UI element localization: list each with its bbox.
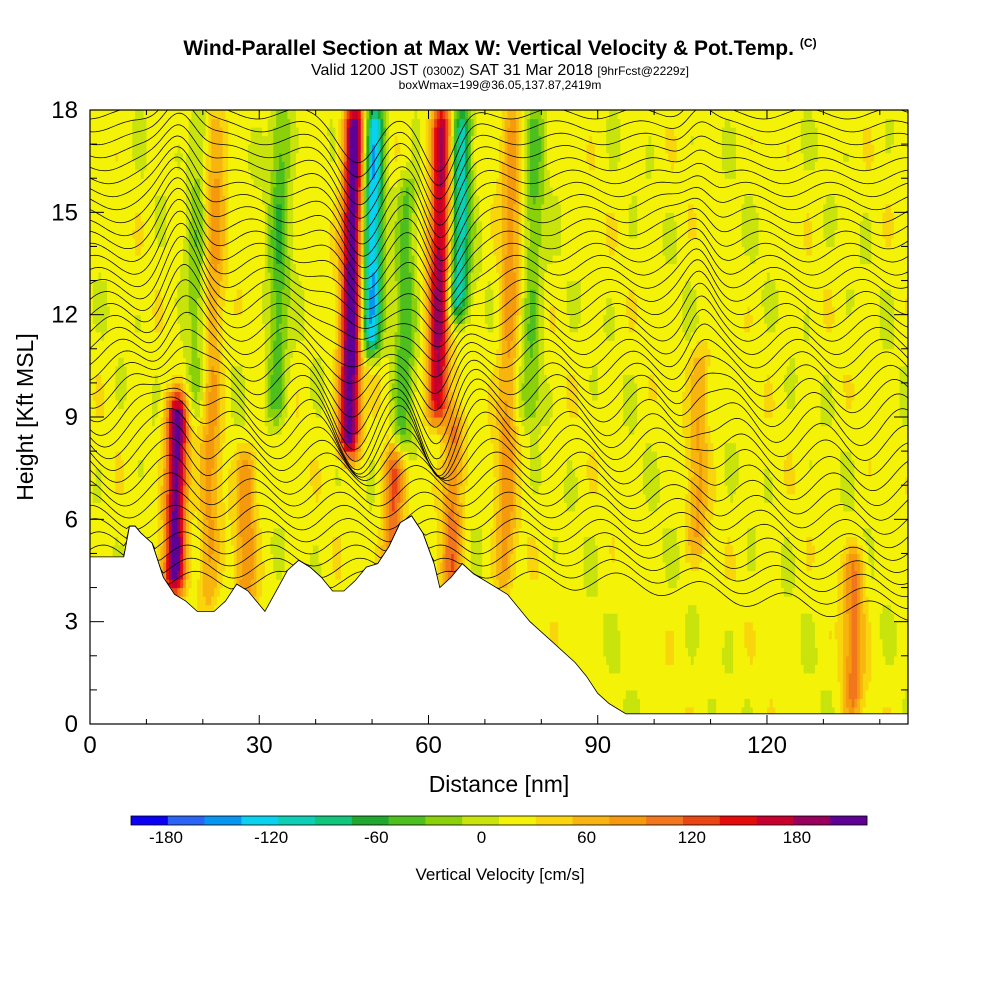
colorbar-tick-label: 180 (783, 828, 811, 847)
y-tick-label: 3 (65, 609, 78, 636)
x-tick-label: 60 (415, 732, 442, 759)
colorbar-swatch (462, 816, 499, 825)
colorbar-swatch (757, 816, 794, 825)
colorbar-swatch (573, 816, 610, 825)
colorbar-tick-label: -120 (254, 828, 288, 847)
colorbar-swatch (278, 816, 315, 825)
y-axis-label: Height [Kft MSL] (12, 333, 38, 500)
y-tick-label: 18 (51, 97, 78, 124)
colorbar-label: Vertical Velocity [cm/s] (415, 865, 584, 884)
y-tick-label: 9 (65, 404, 78, 431)
colorbar-swatch (499, 816, 536, 825)
colorbar-swatch (205, 816, 242, 825)
colorbar-swatch (646, 816, 683, 825)
y-tick-label: 15 (51, 199, 78, 226)
colorbar-tick-label: 60 (577, 828, 596, 847)
x-tick-label: 30 (246, 732, 273, 759)
colorbar-tick-label: -180 (149, 828, 183, 847)
x-tick-label: 90 (584, 732, 611, 759)
colorbar-swatch (425, 816, 462, 825)
colorbar-tick-label: 0 (477, 828, 486, 847)
colorbar-swatch (241, 816, 278, 825)
colorbar-swatch (168, 816, 205, 825)
colorbar-swatch (830, 816, 867, 825)
colorbar-swatch (315, 816, 352, 825)
colorbar-swatch (536, 816, 573, 825)
x-tick-label: 120 (747, 732, 787, 759)
colorbar-swatch (131, 816, 168, 825)
colorbar-swatch (609, 816, 646, 825)
x-tick-label: 0 (83, 732, 96, 759)
colorbar-swatch (389, 816, 426, 825)
cross-section-chart: 0 30 60 90 120 0 3 6 9 12 15 18 Distance [nm] Heigh… (0, 0, 1000, 1000)
colorbar-tick-label: -60 (364, 828, 389, 847)
y-tick-label: 12 (51, 302, 78, 329)
y-tick-label: 6 (65, 506, 78, 533)
x-axis-label: Distance [nm] (429, 771, 570, 797)
y-tick-label: 0 (65, 711, 78, 738)
colorbar-swatch (352, 816, 389, 825)
colorbar-swatch (793, 816, 830, 825)
colorbar-tick-label: 120 (678, 828, 706, 847)
colorbar: -180 -120 -60 0 60 120 180 (131, 816, 867, 847)
colorbar-swatch (720, 816, 757, 825)
colorbar-swatch (683, 816, 720, 825)
